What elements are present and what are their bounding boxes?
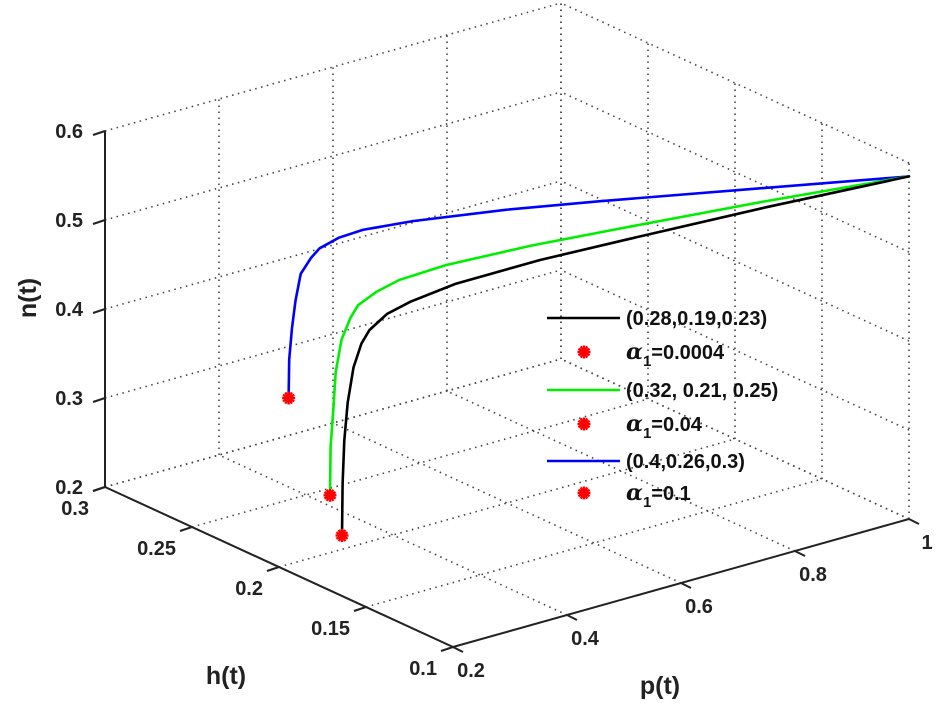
z-tick	[92, 219, 106, 225]
x-tick-label: 0.8	[799, 564, 827, 586]
asterisk-stroke	[335, 531, 349, 540]
grid-line	[104, 269, 562, 399]
legend-marker-label: α1=0.0004	[626, 339, 725, 370]
legend-marker-label: α1=0.1	[626, 480, 691, 511]
grid-lines	[104, 2, 910, 648]
y-tick-label: 0.2	[235, 578, 263, 600]
x-tick-label: 0.6	[685, 596, 713, 618]
asterisk-stroke	[577, 419, 591, 429]
grid-line	[365, 478, 823, 608]
y-tick	[353, 606, 367, 612]
series-line	[287, 175, 911, 400]
x-tick-label: 0.2	[457, 660, 485, 682]
asterisk-stroke	[323, 491, 337, 500]
alpha-value: =0.0004	[651, 342, 725, 364]
alpha-value: =0.04	[651, 414, 702, 436]
x-tick	[452, 646, 464, 653]
start-markers	[282, 391, 349, 542]
z-axis-label: n(t)	[14, 278, 42, 318]
z-tick	[92, 130, 106, 136]
tick-labels: 0.20.30.40.50.60.10.150.20.250.30.20.40.…	[55, 121, 932, 682]
x-tick	[566, 614, 578, 621]
x-tick-label: 0.4	[571, 628, 600, 650]
y-tick-label: 0.15	[311, 618, 350, 640]
axes	[92, 130, 920, 653]
grid-line	[218, 454, 568, 616]
start-marker	[282, 391, 296, 405]
series-lines	[287, 175, 911, 537]
grid-line	[560, 2, 910, 164]
grid-line	[446, 390, 796, 552]
y-tick-label: 0.3	[61, 498, 89, 520]
grid-line	[278, 438, 736, 568]
y-tick	[92, 486, 106, 492]
grid-line	[560, 91, 910, 253]
z-tick	[92, 397, 106, 403]
legend-marker-swatch	[577, 486, 591, 500]
alpha-symbol: α	[626, 339, 643, 365]
grid-line	[104, 358, 562, 488]
legend-marker-swatch	[577, 417, 591, 431]
grid-line	[332, 422, 682, 584]
z-tick-label: 0.4	[55, 299, 84, 321]
grid-line	[191, 398, 649, 528]
asterisk-stroke	[282, 393, 295, 403]
alpha-subscript: 1	[643, 494, 651, 511]
legend-series-label: (0.28,0.19,0.23)	[626, 308, 767, 330]
start-marker	[335, 529, 349, 542]
y-tick-label: 0.1	[409, 658, 437, 680]
z-tick	[92, 308, 106, 314]
y-tick	[440, 646, 454, 652]
grid-line	[104, 2, 562, 132]
x-tick-label: 1	[921, 532, 932, 554]
legend-marker-swatch	[577, 345, 591, 359]
series-line	[328, 175, 911, 497]
grid-line	[560, 269, 910, 431]
x-tick	[794, 550, 806, 557]
alpha-subscript: 1	[643, 425, 651, 442]
y-axis-label: h(t)	[206, 662, 246, 690]
grid-line	[104, 180, 562, 310]
alpha-value: =0.1	[651, 483, 690, 505]
legend-marker-label: α1=0.04	[626, 411, 703, 442]
x-axis-label: p(t)	[640, 672, 680, 700]
alpha-subscript: 1	[643, 353, 651, 370]
alpha-symbol: α	[626, 411, 643, 437]
start-marker	[323, 488, 337, 502]
y-tick	[179, 526, 193, 532]
legend-series-label: (0.32, 0.21, 0.25)	[626, 380, 778, 402]
y-tick-label: 0.25	[137, 538, 176, 560]
z-tick-label: 0.2	[55, 477, 83, 499]
alpha-symbol: α	[626, 480, 643, 506]
legend: (0.28,0.19,0.23)α1=0.0004(0.32, 0.21, 0.…	[547, 308, 778, 511]
z-tick-label: 0.6	[55, 121, 83, 143]
asterisk-stroke	[577, 347, 591, 357]
y-tick	[266, 566, 280, 572]
grid-line	[104, 91, 562, 221]
z-tick-label: 0.3	[55, 388, 83, 410]
legend-series-label: (0.4,0.26,0.3)	[626, 451, 745, 473]
x-tick	[680, 582, 692, 589]
x-tick	[908, 518, 920, 525]
z-tick-label: 0.5	[55, 210, 83, 232]
grid-line	[560, 180, 910, 342]
grid-line	[560, 358, 910, 520]
series-line	[340, 175, 911, 537]
asterisk-stroke	[577, 488, 591, 498]
